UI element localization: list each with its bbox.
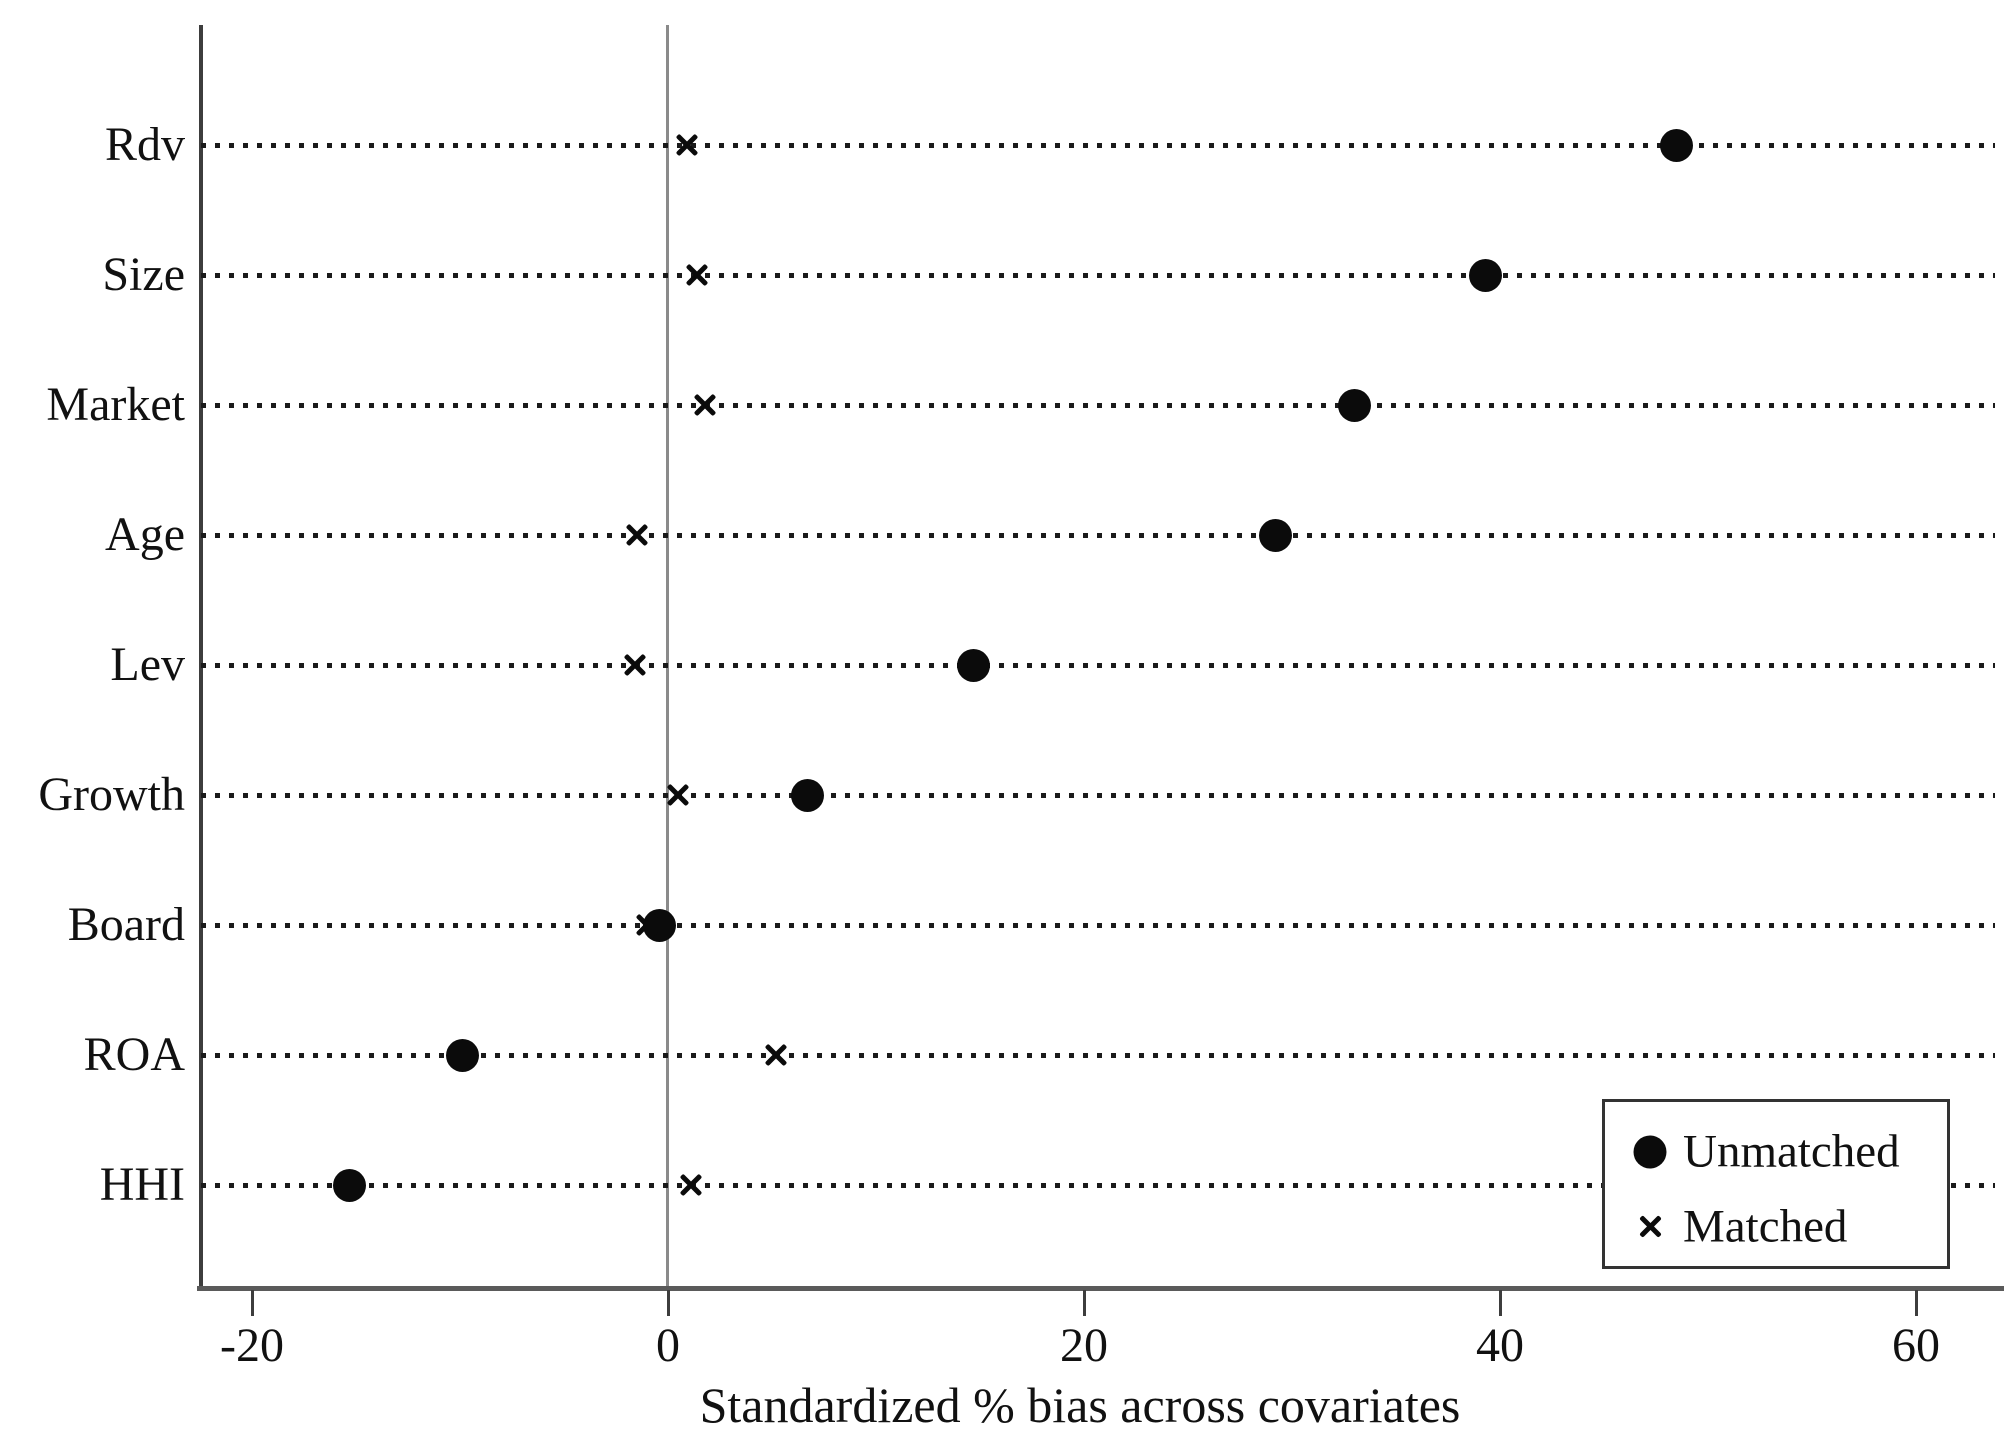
matched-point [764, 1043, 789, 1068]
x-axis-tick [1915, 1290, 1918, 1316]
row-dotted-line [201, 403, 1995, 408]
unmatched-point [957, 648, 991, 682]
matched-point [635, 913, 660, 938]
row-dotted-line [201, 793, 1995, 798]
row-dotted-line [201, 273, 1995, 278]
unmatched-point [333, 1168, 367, 1202]
legend-box: Unmatched Matched [1602, 1099, 1950, 1269]
y-axis-label: Lev [110, 638, 185, 691]
matched-point [674, 133, 699, 158]
y-axis-line [199, 25, 203, 1291]
legend-label: Matched [1683, 1200, 1848, 1252]
matched-point [685, 263, 710, 288]
row-dotted-line [201, 533, 1995, 538]
zero-reference-line [666, 25, 669, 1286]
matched-x-icon [1619, 1189, 1681, 1264]
x-axis-tick [251, 1290, 254, 1316]
unmatched-circle-icon [1619, 1114, 1681, 1189]
y-axis-label: Age [105, 508, 185, 561]
y-axis-label: Growth [38, 768, 185, 821]
row-dotted-line [201, 143, 1995, 148]
row-dotted-line [201, 1053, 1995, 1058]
matched-point [678, 1173, 703, 1198]
x-axis-line [197, 1286, 2004, 1291]
y-axis-label: Board [67, 898, 185, 951]
unmatched-point [1337, 388, 1371, 422]
x-axis-tick [1499, 1290, 1502, 1316]
unmatched-point [445, 1038, 479, 1072]
x-axis-title: Standardized % bias across covariates [699, 1377, 1461, 1433]
row-dotted-line [201, 1183, 1995, 1188]
matched-point [624, 523, 649, 548]
y-axis-label: Size [102, 248, 185, 301]
unmatched-point [1660, 128, 1694, 162]
unmatched-point [1468, 258, 1502, 292]
legend-item-matched: Matched [1605, 1189, 1947, 1264]
matched-point [693, 393, 718, 418]
y-axis-label: HHI [99, 1158, 185, 1211]
x-axis-tick-label: 40 [1476, 1319, 1524, 1372]
legend-item-unmatched: Unmatched [1605, 1114, 1947, 1189]
row-dotted-line [201, 663, 1995, 668]
x-axis-tick-label: 20 [1060, 1319, 1108, 1372]
x-axis-tick-label: 60 [1892, 1319, 1940, 1372]
x-axis-tick-label: -20 [220, 1319, 284, 1372]
matched-point [666, 783, 691, 808]
y-axis-label: Rdv [104, 118, 185, 171]
matched-point [622, 653, 647, 678]
x-axis-tick [667, 1290, 670, 1316]
unmatched-point [790, 778, 824, 812]
y-axis-label: Market [46, 378, 185, 431]
x-axis-tick [1083, 1290, 1086, 1316]
y-axis-label: ROA [83, 1028, 185, 1081]
legend-label: Unmatched [1683, 1125, 1900, 1177]
x-axis-tick-label: 0 [656, 1319, 680, 1372]
row-dotted-line [201, 923, 1995, 928]
unmatched-point [1258, 518, 1292, 552]
